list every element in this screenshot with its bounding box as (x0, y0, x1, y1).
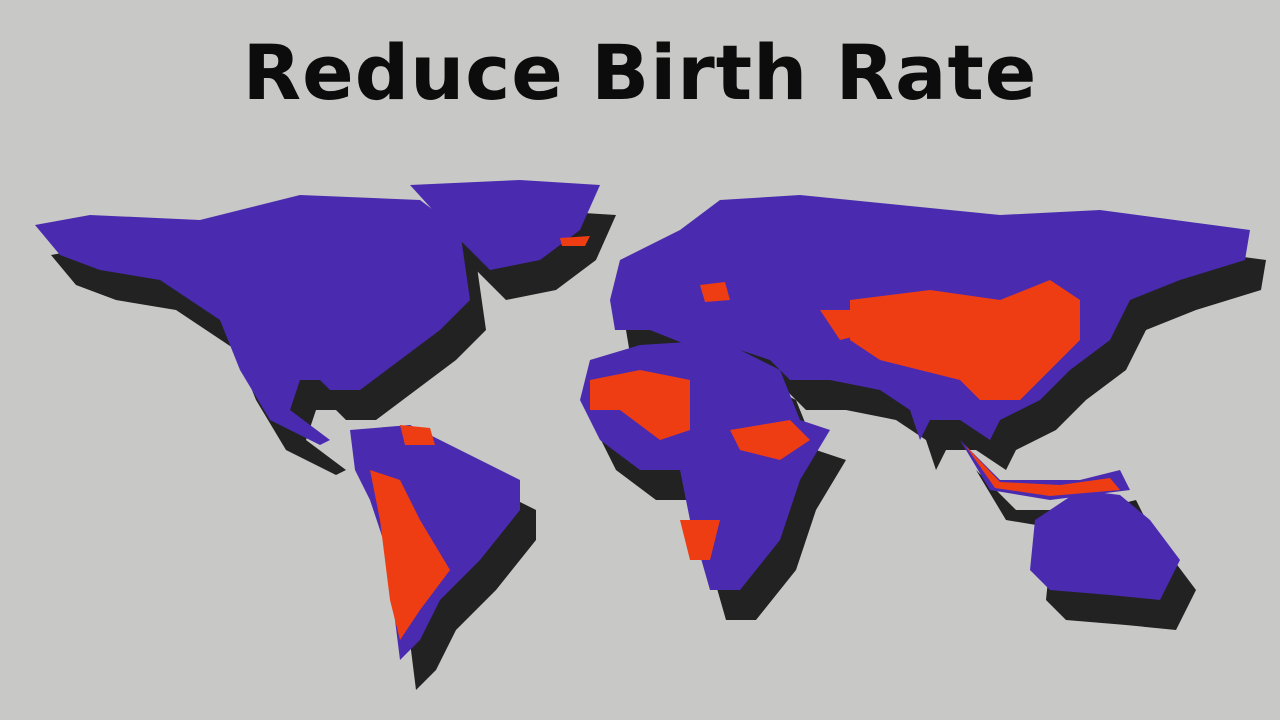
highlighted-countries (370, 236, 1120, 640)
title: Reduce Birth Rate (242, 28, 1038, 117)
